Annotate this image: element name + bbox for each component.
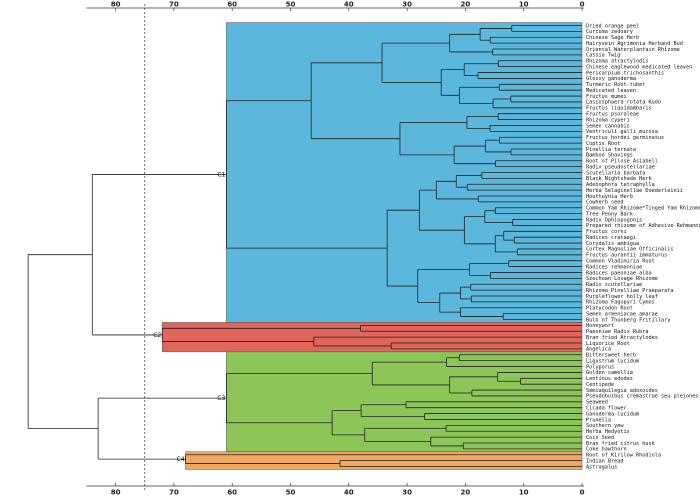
leaf-label: Herba Hedyotis [586, 429, 630, 435]
leaf-label: Scutellaria barbata [586, 170, 645, 176]
tick-label-bottom: 10 [519, 489, 529, 497]
leaf-label: Chinese Sage Herb [586, 35, 639, 41]
leaf-label: Prunella [586, 417, 611, 423]
tick-label-bottom: 60 [227, 489, 237, 497]
leaf-label: Root of Pilose Asiabell [586, 159, 658, 165]
leaf-label: Radices rehmanniae [586, 264, 642, 270]
leaf-label: Radix Ophiopogonis [586, 217, 642, 223]
leaf-label: Bulb of Thunberg Fritillary [586, 317, 670, 323]
leaf-label: Liquorice Root [586, 341, 630, 347]
leaf-label: Polyporus [586, 364, 614, 370]
leaf-label: Cortex Magnoliae Officinalis [586, 247, 673, 253]
leaf-label: Seaweed [586, 400, 608, 406]
leaf-label: Golden camellia [586, 370, 633, 376]
tick-label-bottom: 30 [402, 489, 412, 497]
tick-label-bottom: 20 [461, 489, 471, 497]
tick-label-bottom: 0 [580, 489, 585, 497]
cluster-label-C2: C2 [153, 332, 161, 339]
cluster-label-C3: C3 [217, 395, 225, 402]
leaf-label: Platycodon Root [586, 306, 633, 312]
leaf-label: Rhizoma cyperi [586, 117, 630, 123]
leaf-label: Bran fried Atractylodes [586, 335, 658, 341]
leaf-label: Astragalus [586, 464, 617, 470]
leaf-label: Angelica [586, 347, 611, 353]
leaf-label: Bran fried citrus husk [586, 441, 656, 447]
tick-label-bottom: 70 [169, 489, 179, 497]
tick-label-top: 60 [227, 1, 237, 9]
leaf-label: Lasiosphaera rotata Kudo [586, 100, 661, 106]
leaf-label: Lentinus edodes [586, 376, 633, 382]
leaf-label: Radices crataegi [586, 235, 636, 241]
leaf-label: Bittersweet herb [586, 353, 636, 359]
leaf-label: Prepared rhizome of Adhesive Rehmannia [586, 223, 700, 229]
leaf-label: Fructus aurantii immaturus [586, 253, 667, 259]
leaf-label: Rhizoma Fagopyri Cymos [586, 300, 655, 306]
leaf-label: Medicated leaven [586, 88, 636, 94]
tick-label-top: 50 [286, 1, 296, 9]
leaf-label: Semiaquilegia adoxoides [586, 388, 658, 394]
leaf-label: Common Vladimiria Root [586, 259, 655, 265]
leaf-label: Fructus psoraleae [586, 112, 639, 118]
leaf-label: Bamboo Shavings [586, 153, 633, 159]
leaf-label: Rhizoma Pinelliae Praeparata [586, 288, 673, 294]
leaf-label: Corydalis ambigua [586, 241, 639, 247]
leaf-label: Radices paeoniae alba [586, 270, 652, 276]
leaf-label: Glossy ganoderma [586, 76, 636, 82]
leaf-label: Coptis Root [586, 141, 620, 147]
leaf-label: Paeoniae Radix Rubra [586, 329, 648, 335]
leaf-label: Coke hawthorn [586, 447, 627, 453]
tick-label-top: 0 [580, 1, 585, 9]
tick-label-top: 20 [461, 1, 471, 9]
tick-label-bottom: 50 [286, 489, 296, 497]
leaf-label: Southern yew [586, 423, 624, 429]
tick-label-top: 10 [519, 1, 529, 9]
leaf-label: Semen cannabis [586, 123, 630, 129]
leaf-label: Pinellia ternata [586, 147, 636, 153]
leaf-label: Houttuynia Herb [586, 194, 633, 200]
leaf-label: Turmeric Root-tuber [586, 82, 645, 88]
cluster-label-C4: C4 [177, 456, 185, 463]
leaf-label: Fructus liquidambaris [586, 106, 652, 112]
leaf-label: Oriental Waterplantain Rhizome [586, 47, 680, 53]
leaf-label: Curcuma zedoary [586, 29, 633, 35]
leaf-label: Fructus mumei [586, 94, 627, 100]
leaf-label: Ventriculi galli mucosa [586, 129, 658, 135]
leaf-label: Pseudobulbus cremastrae seu pleiones [586, 394, 698, 400]
leaf-label: Pericarpium trichosanthis [586, 70, 664, 76]
leaf-label: Adenophora tetraphylla [586, 182, 655, 188]
leaf-label: Fructus hordei germinatus [586, 135, 664, 141]
leaf-label: Common Yam Rhizome*Tinged Yam Rhizome [586, 206, 700, 212]
leaf-label: Herba Selaginellae Doederleinii [586, 188, 683, 194]
leaf-label: Indian Bread [586, 458, 623, 464]
leaf-label: Tree Peony Bark [586, 211, 634, 217]
leaf-label: Honeywort [586, 323, 614, 329]
leaf-label: Ganoderma lucidum [586, 411, 639, 417]
leaf-label: Dried orange peel [586, 23, 639, 29]
leaf-label: Radix scutellariae [586, 282, 642, 288]
leaf-label: Szechuan Lovage Rhizome [586, 276, 658, 282]
leaf-label: Cassia Twig [586, 53, 620, 59]
leaf-label: Rhizoma atractylodis [586, 59, 648, 65]
leaf-label: Cowherb seed [586, 200, 623, 206]
leaf-label: Cicada flower [586, 406, 627, 412]
leaf-label: Ligustrum lucidum [586, 358, 639, 364]
tick-label-top: 80 [111, 1, 121, 9]
leaf-label: Black Nightshade Herb [586, 176, 652, 182]
leaf-label: Hairyvein Agrimonia Herband Bud [586, 41, 683, 47]
leaf-label: Fructus corni [586, 229, 627, 235]
leaf-label: Purpleflower holly leaf [586, 294, 658, 300]
leaf-label: Chinese eaglewood medicated leaven [586, 64, 692, 70]
leaf-label: Root of Kirilow Rhodiola [586, 453, 661, 459]
leaf-label: Centipede [586, 382, 614, 388]
tick-label-bottom: 40 [344, 489, 354, 497]
leaf-label: Semen armeniacae amarae [586, 311, 658, 317]
cluster-label-C1: C1 [217, 171, 225, 178]
tick-label-top: 70 [169, 1, 179, 9]
leaf-label: Coix Seed [586, 435, 614, 441]
leaf-label: Radix pseudostellariae [586, 164, 655, 170]
tick-label-top: 30 [402, 1, 412, 9]
tick-label-bottom: 80 [111, 489, 121, 497]
tick-label-top: 40 [344, 1, 354, 9]
